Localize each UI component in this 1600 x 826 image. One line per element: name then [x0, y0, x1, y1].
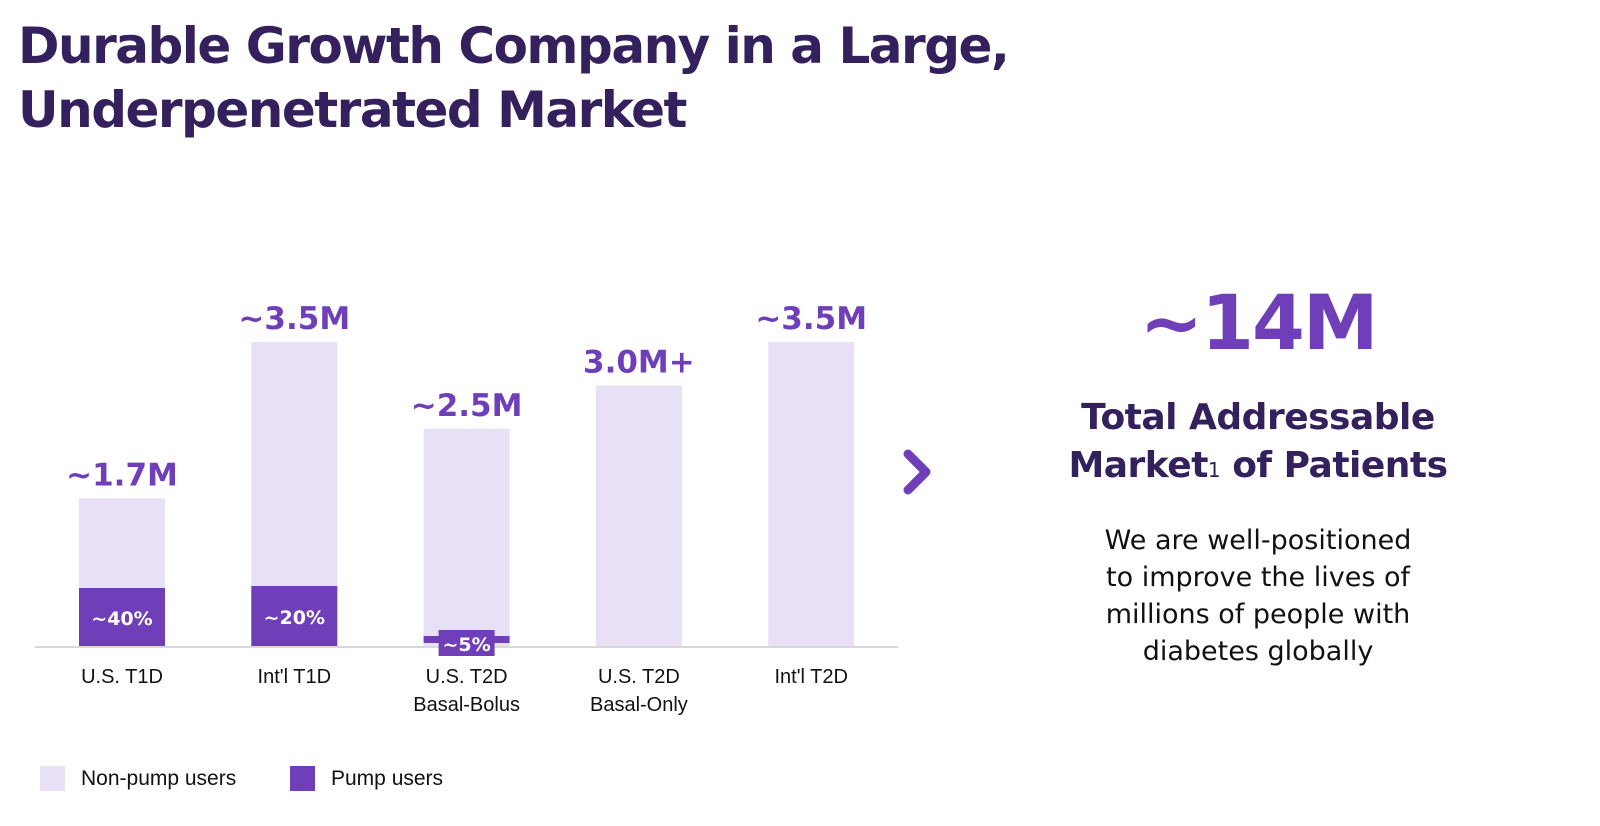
pump-share-label: ~20%	[264, 607, 325, 629]
pump-share-label: ~40%	[91, 608, 152, 630]
x-tick-label: U.S. T2D	[598, 666, 680, 688]
tam-description: We are well-positioned to improve the li…	[1040, 522, 1476, 670]
legend-item-pump: Pump users	[290, 766, 443, 791]
chevron-right-icon	[903, 449, 931, 495]
desc-line: to improve the lives of	[1106, 562, 1410, 593]
bar-non-pump	[595, 385, 682, 646]
bar-non-pump	[768, 342, 855, 646]
pump-share-label: ~5%	[443, 634, 491, 656]
tam-line-2-main: Market	[1068, 445, 1208, 486]
tam-value: ~14M	[1139, 278, 1378, 367]
tam-line-1: Total Addressable	[1081, 397, 1435, 438]
bar-total-label: ~1.7M	[66, 457, 178, 493]
tam-heading: Total Addressable Market1 of Patients	[983, 394, 1533, 490]
x-tick-label: Basal-Bolus	[413, 694, 520, 716]
bar-total-label: 3.0M+	[583, 344, 695, 380]
x-tick-label: Int'l T2D	[774, 666, 847, 688]
page-title: Durable Growth Company in a Large, Under…	[18, 14, 1010, 142]
title-line-1: Durable Growth Company in a Large,	[18, 17, 1010, 75]
bar-pump	[251, 586, 338, 646]
tam-line-2-end: of Patients	[1220, 445, 1448, 486]
x-tick-label: Int'l T1D	[258, 666, 331, 688]
legend-label-non-pump: Non-pump users	[81, 766, 237, 790]
x-tick-label: U.S. T1D	[81, 666, 163, 688]
tam-circle	[983, 198, 1533, 748]
footnote-marker: 1	[1207, 458, 1221, 482]
bar-non-pump	[423, 428, 510, 646]
market-bar-chart: ~40% ~1.7M U.S. T1D ~20% ~3.5M Int'l T1D ~5% ~2…	[35, 301, 898, 716]
bar-pump	[79, 588, 165, 646]
x-tick-label: Basal-Only	[590, 694, 688, 716]
pump-label-box	[438, 630, 495, 656]
bar-total-label: ~2.5M	[411, 388, 523, 424]
legend-swatch-non-pump	[40, 766, 65, 791]
legend-swatch-pump	[290, 766, 315, 791]
desc-line: millions of people with	[1105, 599, 1411, 630]
legend-item-non-pump: Non-pump users	[40, 766, 236, 791]
bar-total-label: ~3.5M	[755, 301, 867, 337]
desc-line: We are well-positioned	[1104, 525, 1412, 556]
desc-line: diabetes globally	[1142, 636, 1374, 667]
legend-label-pump: Pump users	[331, 766, 444, 790]
title-line-2: Underpenetrated Market	[18, 81, 687, 139]
bar-total-label: ~3.5M	[238, 301, 350, 337]
x-tick-label: U.S. T2D	[426, 666, 508, 688]
